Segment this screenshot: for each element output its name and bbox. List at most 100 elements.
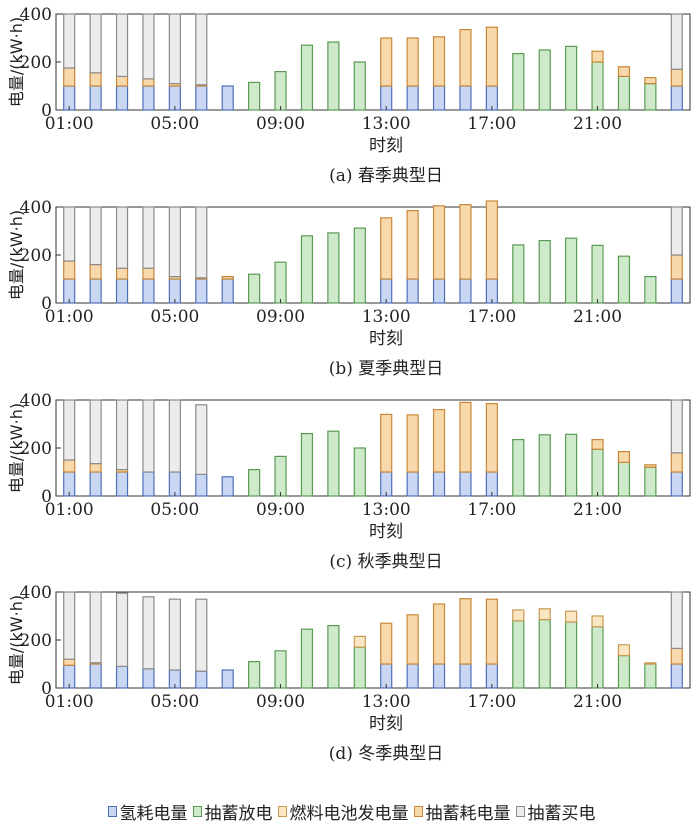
bar-segment-pumped_discharge <box>248 469 261 497</box>
bar-segment-pumped_consume <box>485 26 498 87</box>
x-tick-label: 21:00 <box>573 114 622 134</box>
bar-segment-pumped_buy <box>670 206 683 256</box>
bar-segment-pumped_discharge <box>644 82 657 111</box>
bar-segment-pumped_buy <box>63 206 76 262</box>
bar-segment-hydrogen <box>195 85 208 111</box>
legend-item: 燃料电池发电量 <box>275 799 409 824</box>
x-tick-label: 13:00 <box>362 114 411 134</box>
bar-segment-hydrogen <box>89 663 102 689</box>
bar-segment-pumped_buy <box>89 591 102 664</box>
y-axis-label: 电量/(kW·h) <box>7 210 26 300</box>
bar-segment-hydrogen <box>115 471 129 497</box>
bar-segment-pumped_discharge <box>274 455 287 497</box>
bar-segment-pumped_buy <box>89 399 102 465</box>
bar-segment-pumped_discharge <box>617 461 631 497</box>
x-tick-label: 05:00 <box>150 307 199 327</box>
bar-segment-pumped_discharge <box>353 646 366 689</box>
x-tick-label: 17:00 <box>467 692 516 712</box>
bar-segment-hydrogen <box>89 471 102 497</box>
bar-segment-pumped_consume <box>432 409 446 473</box>
bar-segment-pumped_buy <box>195 206 208 279</box>
bar-segment-pumped_consume <box>406 37 419 87</box>
bar-segment-pumped_discharge <box>617 654 631 689</box>
bar-segment-pumped_consume <box>406 414 419 473</box>
bar-segment-hydrogen <box>142 85 155 111</box>
y-tick-label: 200 <box>20 53 52 73</box>
bar-segment-pumped_discharge <box>274 650 287 689</box>
y-tick-label: 400 <box>20 198 52 218</box>
bar-segment-pumped_consume <box>89 72 102 87</box>
x-tick-label: 05:00 <box>150 114 199 134</box>
legend-item: 抽蓄买电 <box>513 799 596 824</box>
bar-segment-pumped_consume <box>142 267 155 280</box>
bar-segment-pumped_buy <box>142 399 155 473</box>
y-axis-label: 电量/(kW·h) <box>7 595 26 685</box>
bar-segment-pumped_buy <box>115 13 129 78</box>
bar-segment-pumped_consume <box>459 401 472 473</box>
x-tick-label: 01:00 <box>45 500 94 520</box>
bar-segment-pumped_discharge <box>591 61 604 111</box>
bar-segment-pumped_discharge <box>591 448 604 497</box>
bar-segment-pumped_consume <box>670 254 683 280</box>
bar-segment-pumped_consume <box>63 67 76 87</box>
legend-swatch <box>413 805 423 817</box>
legend-item: 氢耗电量 <box>105 799 188 824</box>
legend-label: 燃料电池发电量 <box>289 803 409 824</box>
legend-item: 抽蓄耗电量 <box>411 799 511 824</box>
bar-segment-pumped_discharge <box>512 439 525 497</box>
bar-segment-fuel_cell <box>565 610 578 623</box>
bar-segment-pumped_consume <box>432 603 446 665</box>
bar-segment-pumped_buy <box>115 399 129 471</box>
x-tick-label: 05:00 <box>150 500 199 520</box>
x-tick-label: 05:00 <box>150 692 199 712</box>
y-axis-label: 电量/(kW·h) <box>7 17 26 107</box>
bar-segment-hydrogen <box>459 278 472 304</box>
bar-segment-hydrogen <box>670 278 683 304</box>
bar-segment-pumped_buy <box>142 13 155 80</box>
bar-segment-pumped_buy <box>63 13 76 69</box>
bar-segment-pumped_discharge <box>248 273 261 304</box>
bar-segment-pumped_buy <box>115 592 129 668</box>
bar-segment-fuel_cell <box>617 644 631 657</box>
bar-segment-pumped_buy <box>168 598 181 671</box>
chart-caption: (b) 夏季典型日 <box>329 359 444 379</box>
bar-segment-pumped_consume <box>380 413 393 473</box>
bar-segment-hydrogen <box>432 278 446 304</box>
bar-segment-pumped_buy <box>115 206 129 269</box>
bar-segment-pumped_consume <box>89 264 102 280</box>
bar-segment-pumped_buy <box>89 206 102 266</box>
x-tick-label: 21:00 <box>573 692 622 712</box>
bar-segment-hydrogen <box>89 85 102 111</box>
bar-segment-pumped_buy <box>142 596 155 670</box>
bar-segment-pumped_consume <box>617 66 631 78</box>
legend-swatch <box>277 805 287 817</box>
bar-segment-pumped_consume <box>63 260 76 280</box>
bar-segment-pumped_consume <box>406 614 419 665</box>
bar-segment-pumped_consume <box>63 658 76 666</box>
bar-segment-pumped_buy <box>670 13 683 70</box>
bar-segment-pumped_consume <box>670 452 683 473</box>
bar-segment-hydrogen <box>195 670 208 689</box>
bar-segment-hydrogen <box>459 663 472 689</box>
bar-segment-pumped_discharge <box>565 45 578 111</box>
x-tick-label: 21:00 <box>573 307 622 327</box>
bar-segment-pumped_discharge <box>565 237 578 304</box>
bar-segment-hydrogen <box>221 669 234 689</box>
x-tick-label: 01:00 <box>45 307 94 327</box>
bar-segment-hydrogen <box>142 668 155 689</box>
bar-segment-pumped_buy <box>195 404 208 475</box>
x-tick-label: 13:00 <box>362 307 411 327</box>
y-axis-label: 电量/(kW·h) <box>7 403 26 493</box>
legend-label: 抽蓄买电 <box>527 803 596 824</box>
bar-segment-pumped_discharge <box>353 227 366 304</box>
legend: 氢耗电量 抽蓄放电 燃料电池发电量 抽蓄耗电量 抽蓄买电 <box>0 796 700 826</box>
x-tick-label: 09:00 <box>256 692 305 712</box>
bar-segment-hydrogen <box>115 665 129 689</box>
chart-caption: (d) 冬季典型日 <box>329 744 444 764</box>
bar-segment-pumped_consume <box>459 29 472 87</box>
bar-segment-pumped_discharge <box>300 628 314 689</box>
bar-segment-pumped_consume <box>459 598 472 665</box>
bar-segment-pumped_discharge <box>274 261 287 304</box>
y-tick-label: 200 <box>20 631 52 651</box>
